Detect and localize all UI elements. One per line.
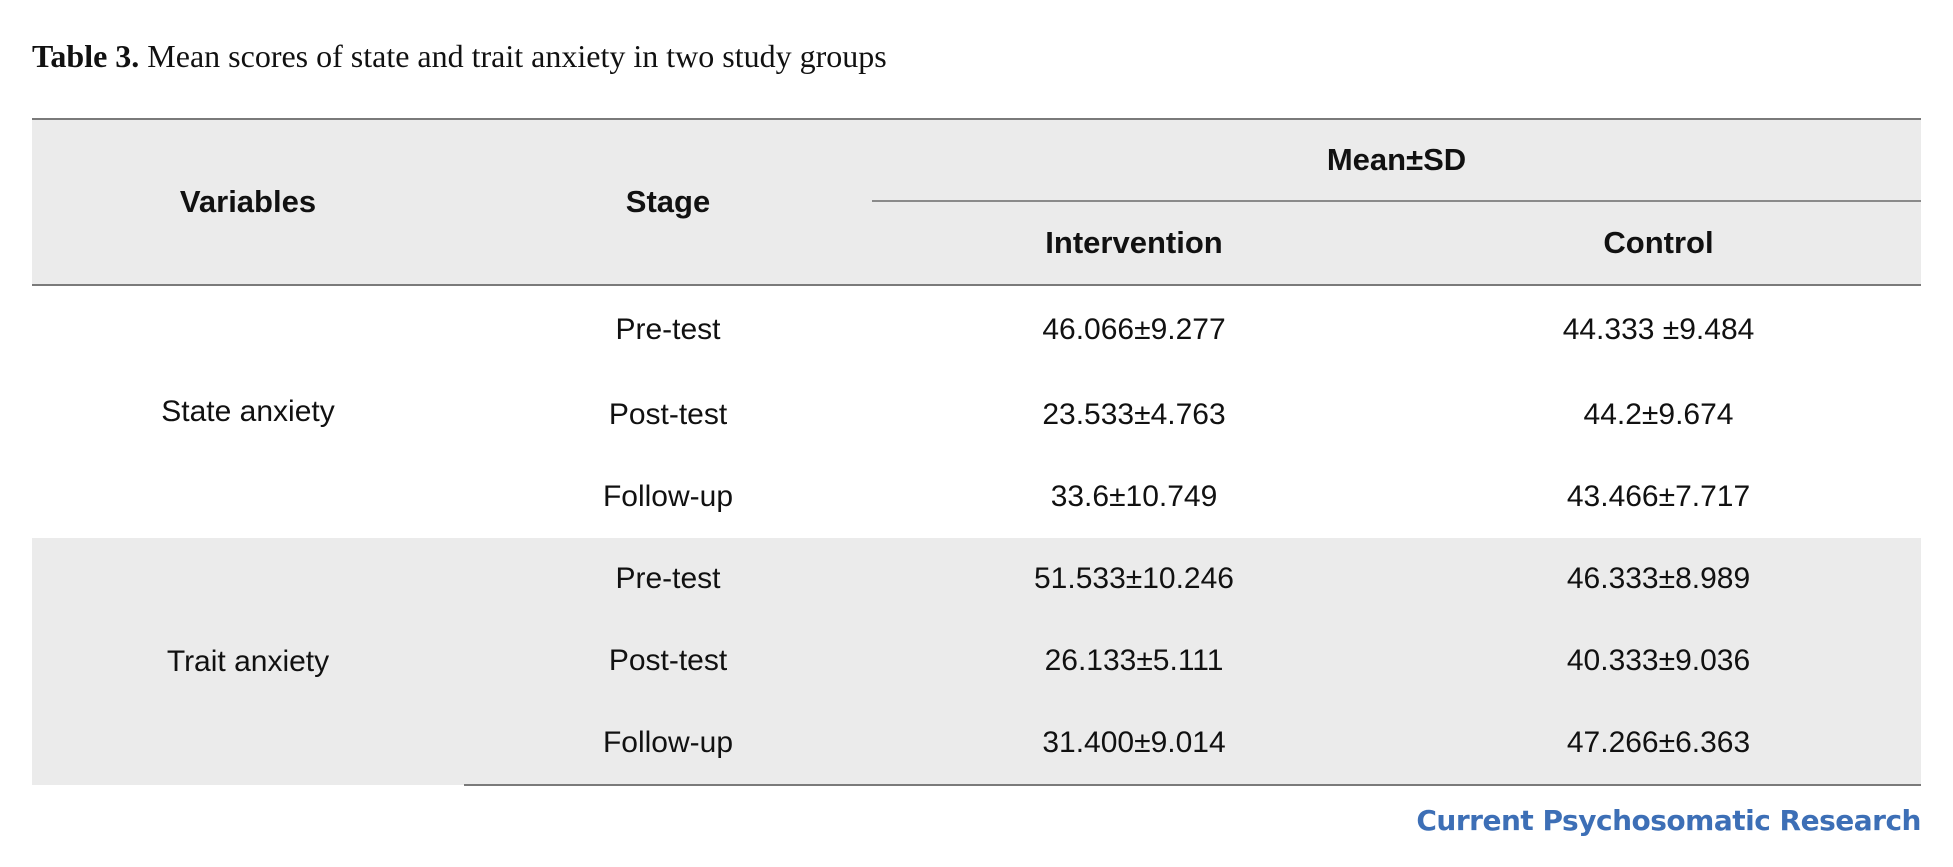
intervention-cell: 26.133±5.111 (872, 620, 1396, 702)
results-table: Variables Stage Mean±SD Intervention Con… (32, 118, 1922, 786)
stage-cell: Follow-up (464, 702, 872, 786)
stage-cell: Post-test (608, 398, 728, 431)
table-caption: Table 3. Mean scores of state and trait … (32, 38, 887, 75)
header-row-1: Variables Stage Mean±SD (32, 118, 1922, 286)
journal-logo: Current Psychosomatic Research (1416, 804, 1921, 837)
table-row: Post-test 23.533±4.763 44.2±9.674 (32, 374, 1921, 456)
variable-cell: State anxiety (161, 395, 335, 428)
table-row: Trait anxiety Pre-test 51.533±10.246 46.… (32, 538, 1922, 785)
header-mean-sd: Mean±SD (872, 118, 1922, 202)
control-cell: 47.266±6.363 (1396, 702, 1922, 786)
stage-cell: Pre-test (464, 538, 872, 620)
stage-cell: Pre-test (615, 313, 721, 346)
variable-cell: Trait anxiety (32, 538, 464, 785)
intervention-cell: 23.533±4.763 (1042, 398, 1226, 431)
control-cell: 46.333±8.989 (1396, 538, 1922, 620)
table-row: Post-test 26.133±5.111 40.333±9.036 (32, 620, 1922, 702)
control-cell: 40.333±9.036 (1396, 620, 1922, 702)
header-control: Control (1396, 201, 1922, 286)
table-header: Variables Stage Mean±SD Intervention Con… (32, 118, 1922, 286)
header-variables: Variables (32, 118, 464, 286)
control-cell: 43.466±7.717 (1566, 480, 1751, 513)
table-row: Follow-up 33.6±10.749 43.466±7.717 (32, 456, 1921, 538)
intervention-cell: 31.400±9.014 (872, 702, 1396, 786)
table-caption-text: Mean scores of state and trait anxiety i… (147, 38, 887, 74)
header-row-2: Intervention Control (32, 201, 1922, 286)
intervention-cell: 33.6±10.749 (1050, 480, 1218, 513)
control-cell: 44.333 ±9.484 (1562, 313, 1755, 346)
stage-cell: Post-test (464, 620, 872, 702)
results-table-container: Variables Stage Mean±SD Intervention Con… (32, 118, 1922, 786)
table-row: State anxiety Pre-test 46.066±9.277 44.3… (32, 285, 1921, 428)
stage-cell: Follow-up (602, 480, 734, 513)
table-row: Follow-up 31.400±9.014 47.266±6.363 (32, 702, 1922, 786)
intervention-cell: 51.533±10.246 (872, 538, 1396, 620)
header-stage: Stage (464, 118, 872, 286)
table-caption-label: Table 3. (32, 38, 140, 74)
control-cell: 44.2±9.674 (1583, 398, 1734, 431)
intervention-cell: 46.066±9.277 (1042, 313, 1226, 346)
header-intervention: Intervention (872, 201, 1396, 286)
table-group-trait-anxiety: Trait anxiety Pre-test 51.533±10.246 46.… (32, 538, 1922, 786)
table-group-state-anxiety: State anxiety Pre-test 46.066±9.277 44.3… (32, 285, 1921, 538)
